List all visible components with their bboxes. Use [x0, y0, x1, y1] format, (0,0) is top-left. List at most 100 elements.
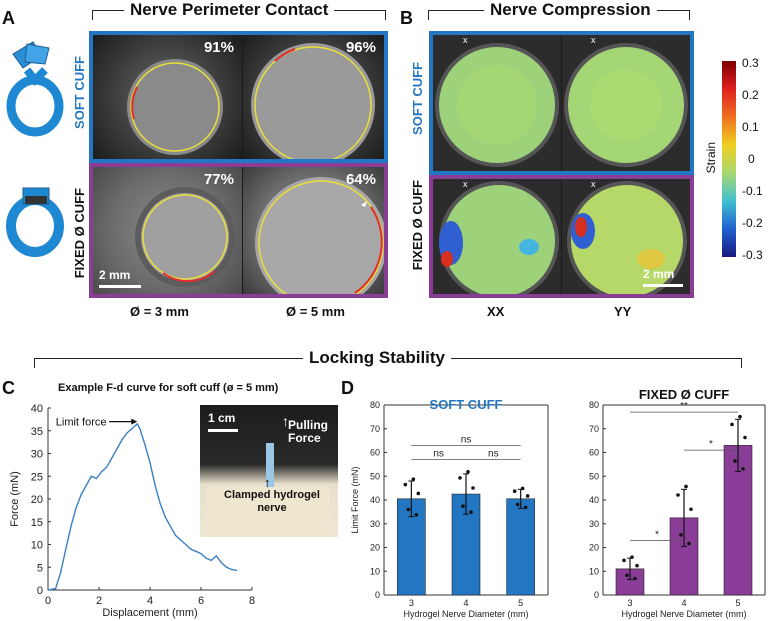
compression-fixed-strain-maps — [433, 179, 690, 294]
curve-point — [215, 555, 217, 557]
curve-point — [106, 466, 108, 468]
curve-point — [200, 553, 202, 555]
curve-point — [60, 571, 62, 573]
perimeter-title: Nerve Perimeter Contact — [124, 0, 335, 20]
y-tick-label: 0 — [594, 590, 599, 600]
curve-point — [174, 534, 177, 536]
chart-c-title: Example F-d curve for soft cuff (ø = 5 m… — [58, 382, 279, 394]
data-point — [416, 491, 421, 496]
perimeter-soft-frame: 91% 96% — [89, 31, 388, 163]
curve-point — [95, 477, 98, 480]
curve-point — [180, 539, 182, 541]
pct-soft-3mm: 91% — [203, 39, 234, 56]
data-point — [515, 502, 520, 507]
x-tick-label: 5 — [518, 598, 523, 608]
perimeter-scalebar — [99, 285, 141, 288]
compression-scale-text: 2 mm — [643, 267, 675, 281]
perimeter-soft-5mm-image: 96% — [243, 35, 384, 159]
inset-scalebar — [208, 429, 238, 432]
perimeter-soft-3mm-image: 91% — [93, 35, 242, 159]
curve-point — [144, 443, 146, 445]
x-tick-label: 8 — [249, 595, 255, 607]
y-tick-label: 60 — [589, 448, 599, 458]
colorbar-tick-m03: -0.3 — [742, 248, 763, 262]
curve-point — [90, 475, 92, 477]
compression-fixed-frame: x x 2 mm — [429, 175, 694, 298]
compression-soft-strain-maps — [433, 35, 690, 171]
data-point — [471, 486, 475, 490]
perimeter-row-soft-label: SOFT CUFF — [72, 56, 87, 129]
data-point — [512, 489, 517, 494]
y-tick-label: 50 — [370, 471, 380, 481]
y-axis-label: Force (mN) — [9, 471, 21, 527]
y-tick-label: 15 — [31, 517, 43, 529]
curve-point — [65, 548, 67, 550]
y-tick-label: 80 — [370, 400, 380, 410]
soft-cuff-bar-chart: 0 10 20 30 40 50 60 70 80 SOFT CUFF Limit Force (m… — [350, 397, 549, 619]
curve-point — [121, 439, 123, 441]
x-tick-label: 0 — [45, 595, 51, 607]
locking-bracket-right-tick — [741, 358, 742, 368]
data-point — [520, 486, 525, 491]
curve-point — [164, 516, 166, 518]
x-tick-label: 4 — [147, 595, 153, 607]
curve-point — [111, 457, 113, 459]
data-point — [466, 470, 470, 474]
significance-label: * — [655, 529, 659, 540]
perimeter-bracket-right-tick — [385, 10, 386, 20]
data-point — [635, 563, 639, 568]
data-point — [525, 494, 530, 498]
y-tick-label: 0 — [375, 590, 380, 600]
data-point — [741, 467, 745, 471]
y-tick-label: 10 — [31, 540, 43, 552]
limit-force-arrowhead — [131, 418, 138, 425]
compression-row-fixed-label: FIXED Ø CUFF — [410, 180, 425, 271]
compression-title: Nerve Compression — [484, 0, 657, 20]
curve-point — [100, 471, 103, 473]
data-point — [458, 476, 462, 480]
data-point — [679, 533, 683, 537]
y-tick-label: 20 — [31, 494, 43, 506]
force-curve — [47, 422, 237, 591]
data-point — [630, 555, 634, 559]
y-tick-label: 35 — [31, 426, 43, 438]
curve-point — [75, 507, 77, 509]
pct-fixed-5mm: 64% — [345, 171, 376, 188]
inset-pulling-text: Pulling Force — [288, 418, 328, 445]
y-tick-label: 20 — [589, 543, 599, 553]
y-tick-label: 25 — [31, 471, 43, 483]
significance-label: ns — [461, 434, 472, 445]
fixed-cuff-icon — [6, 187, 64, 257]
curve-point — [231, 568, 233, 571]
panel-b-letter: B — [400, 8, 413, 28]
inset-nerve — [266, 443, 274, 487]
y-tick-label: 10 — [589, 566, 599, 576]
data-point — [523, 505, 528, 510]
curve-point — [159, 502, 161, 505]
data-point — [684, 484, 688, 489]
data-point — [406, 507, 411, 512]
curve-point — [70, 525, 72, 527]
curve-point — [220, 562, 222, 564]
x-tick-label: 5 — [735, 598, 740, 608]
perimeter-fixed-5mm-image: 64% — [243, 167, 384, 294]
diam-5mm-label: Ø = 5 mm — [286, 304, 345, 319]
colorbar-tick-m02: -0.2 — [742, 216, 763, 230]
data-point — [687, 541, 691, 546]
data-point — [733, 459, 737, 463]
curve-point — [205, 557, 207, 559]
force-displacement-chart: 0 5 10 15 20 25 30 35 40 0 2 4 6 8 Displacement (mm) Fo… — [9, 403, 255, 619]
pct-soft-5mm: 96% — [345, 39, 376, 56]
colorbar-tick-m01: -0.1 — [742, 184, 763, 198]
inset-scale-text: 1 cm — [208, 411, 236, 425]
x-axis-label: Hydrogel Nerve Diameter (mm) — [621, 609, 746, 619]
y-axis-label: Limit Force (mN) — [350, 466, 360, 533]
significance-label: * — [709, 439, 713, 450]
compression-row-soft-label: SOFT CUFF — [410, 62, 425, 135]
compression-bracket-left-tick — [428, 10, 429, 20]
pct-fixed-3mm: 77% — [203, 171, 234, 188]
soft-5mm-overlay — [251, 43, 375, 159]
curve-point — [149, 462, 151, 464]
compression-col-yy: YY — [614, 304, 632, 319]
fixed-3mm-overlay — [135, 187, 235, 287]
